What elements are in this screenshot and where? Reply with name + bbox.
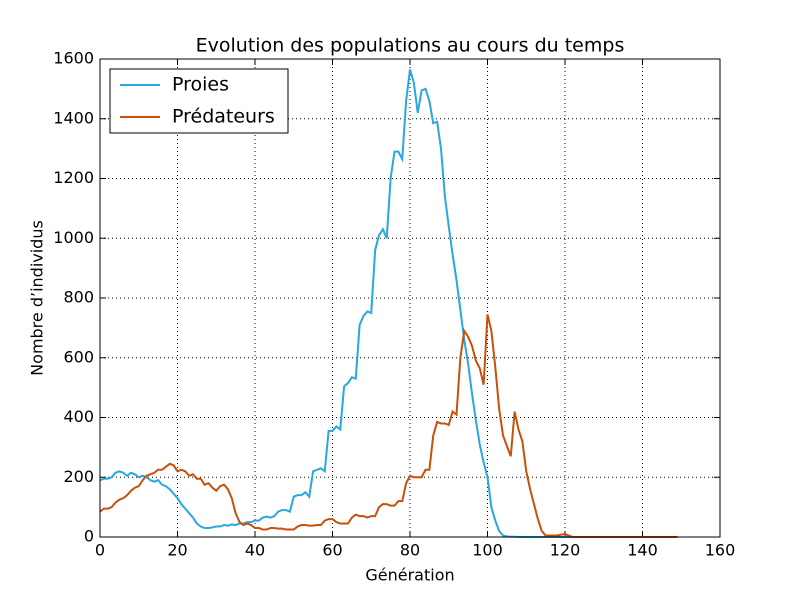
y-tick-label: 0 xyxy=(84,527,94,546)
y-tick-label: 1000 xyxy=(53,228,94,247)
y-tick-label: 1200 xyxy=(53,168,94,187)
x-tick-label: 140 xyxy=(627,541,658,560)
y-axis-label: Nombre d’individus xyxy=(28,220,47,376)
legend-label: Prédateurs xyxy=(172,106,275,128)
y-tick-label: 400 xyxy=(63,407,94,426)
y-tick-label: 200 xyxy=(63,467,94,486)
y-tick-label: 1600 xyxy=(53,49,94,68)
x-tick-label: 40 xyxy=(245,541,265,560)
legend-label: Proies xyxy=(172,74,229,96)
legend-box xyxy=(109,68,289,134)
x-tick-label: 60 xyxy=(322,541,342,560)
x-tick-label: 100 xyxy=(472,541,503,560)
x-tick-label: 80 xyxy=(400,541,420,560)
y-tick-label: 1400 xyxy=(53,108,94,127)
x-tick-label: 20 xyxy=(167,541,187,560)
x-tick-label: 160 xyxy=(705,541,736,560)
x-tick-label: 0 xyxy=(95,541,105,560)
y-tick-label: 600 xyxy=(63,347,94,366)
plot-frame xyxy=(99,58,721,538)
chart-title: Evolution des populations au cours du te… xyxy=(196,35,625,57)
y-tick-label: 800 xyxy=(63,288,94,307)
x-tick-label: 120 xyxy=(550,541,581,560)
x-axis-label: Génération xyxy=(365,566,454,585)
